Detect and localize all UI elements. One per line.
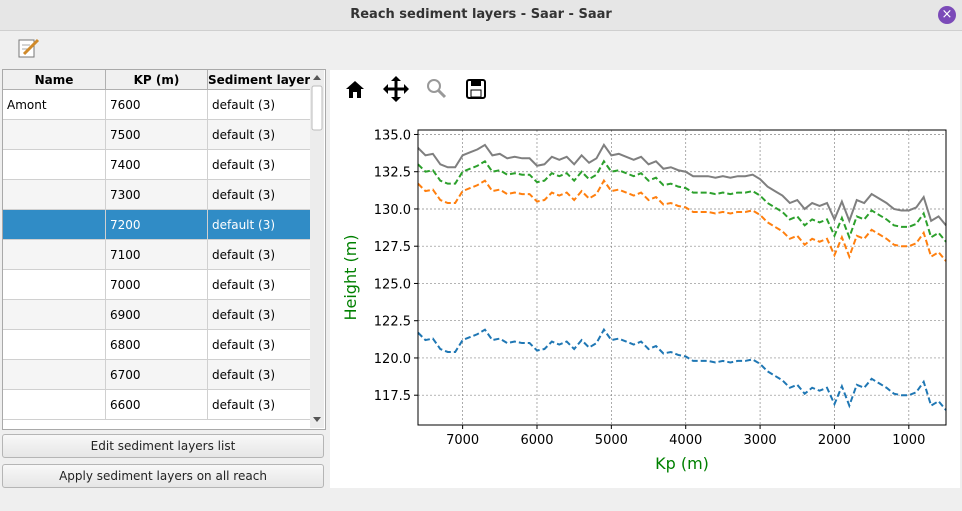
table-cell[interactable] — [3, 210, 106, 240]
table-cell[interactable]: default (3) — [208, 330, 311, 360]
table-cell[interactable]: default (3) — [208, 120, 311, 150]
x-axis-label: Kp (m) — [655, 454, 709, 473]
y-tick-label: 130.0 — [374, 203, 411, 218]
y-tick-label: 122.5 — [374, 315, 411, 330]
close-button[interactable]: × — [938, 6, 956, 24]
plot-frame — [417, 129, 947, 426]
table-cell[interactable] — [3, 330, 106, 360]
data-line — [417, 178, 947, 262]
table-cell[interactable] — [3, 180, 106, 210]
chart: 117.5 120.0 122.5 125.0 127.5 130.0 132.5 135.0… — [341, 76, 947, 473]
y-tick-label: 120.0 — [374, 352, 411, 367]
column-header: Name — [3, 70, 106, 90]
table-cell[interactable]: default (3) — [208, 90, 311, 120]
home-icon[interactable] — [346, 81, 364, 98]
plot-panel: 117.5 120.0 122.5 125.0 127.5 130.0 132.5 135.0… — [330, 70, 960, 488]
table-cell[interactable]: 7100 — [106, 240, 208, 270]
table-cell[interactable] — [3, 300, 106, 330]
table-cell[interactable]: Amont — [3, 90, 106, 120]
table-cell[interactable]: default (3) — [208, 390, 311, 420]
table-cell[interactable]: default (3) — [208, 360, 311, 390]
y-tick-label: 135.0 — [374, 128, 411, 143]
x-tick-label: 6000 — [520, 433, 553, 448]
table-cell[interactable]: default (3) — [208, 300, 311, 330]
x-tick-label: 7000 — [446, 433, 479, 448]
table-cell[interactable]: 7300 — [106, 180, 208, 210]
sediment-table: Name KP (m) Sediment layers Amont 7600 defaul… — [2, 69, 326, 430]
table-cell[interactable]: default (3) — [208, 210, 311, 240]
x-tick-label: 4000 — [669, 433, 702, 448]
toolbar — [18, 38, 40, 58]
table-cell[interactable]: 7600 — [106, 90, 208, 120]
table-cell[interactable] — [3, 360, 106, 390]
title-bar: Reach sediment layers - Saar - Saar — [0, 0, 962, 31]
table-cell[interactable]: 6700 — [106, 360, 208, 390]
table-cell[interactable]: 7200 — [106, 210, 208, 240]
zoom-icon[interactable] — [427, 79, 447, 99]
table-cell[interactable]: 6600 — [106, 390, 208, 420]
edit-button[interactable]: Edit sediment layers list — [2, 434, 324, 458]
data-line — [417, 159, 947, 243]
y-tick-label: 132.5 — [374, 166, 411, 181]
table-cell[interactable]: default (3) — [208, 240, 311, 270]
y-axis-label: Height (m) — [341, 234, 360, 320]
column-header: KP (m) — [106, 70, 208, 90]
x-tick-label: 2000 — [818, 433, 851, 448]
x-tick-label: 5000 — [595, 433, 628, 448]
button-label: Apply sediment layers on all reach — [59, 469, 267, 483]
table-cell[interactable]: 7500 — [106, 120, 208, 150]
table-cell[interactable]: 7400 — [106, 150, 208, 180]
table-cell[interactable]: 7000 — [106, 270, 208, 300]
table-cell[interactable]: default (3) — [208, 180, 311, 210]
apply-button[interactable]: Apply sediment layers on all reach — [2, 464, 324, 488]
column-header: Sediment layers — [208, 70, 311, 90]
table-cell[interactable]: default (3) — [208, 150, 311, 180]
table-cell[interactable] — [3, 150, 106, 180]
table-cell[interactable]: 6900 — [106, 300, 208, 330]
table-cell[interactable] — [3, 270, 106, 300]
table-cell[interactable]: 6800 — [106, 330, 208, 360]
edit-icon[interactable] — [18, 38, 40, 58]
y-tick-label: 127.5 — [374, 240, 411, 255]
table-cell[interactable] — [3, 120, 106, 150]
table-cell[interactable] — [3, 390, 106, 420]
pan-icon[interactable] — [383, 76, 409, 102]
button-label: Edit sediment layers list — [90, 439, 236, 453]
data-line — [417, 327, 947, 411]
table-cell[interactable]: default (3) — [208, 270, 311, 300]
x-tick-label: 1000 — [892, 433, 925, 448]
x-tick-label: 3000 — [744, 433, 777, 448]
y-tick-label: 125.0 — [374, 277, 411, 292]
data-line — [417, 143, 947, 226]
y-tick-label: 117.5 — [374, 389, 411, 404]
scrollbar[interactable] — [310, 70, 324, 428]
table-cell[interactable] — [3, 240, 106, 270]
window-title: Reach sediment layers - Saar - Saar — [350, 7, 612, 22]
save-icon[interactable] — [466, 79, 486, 99]
